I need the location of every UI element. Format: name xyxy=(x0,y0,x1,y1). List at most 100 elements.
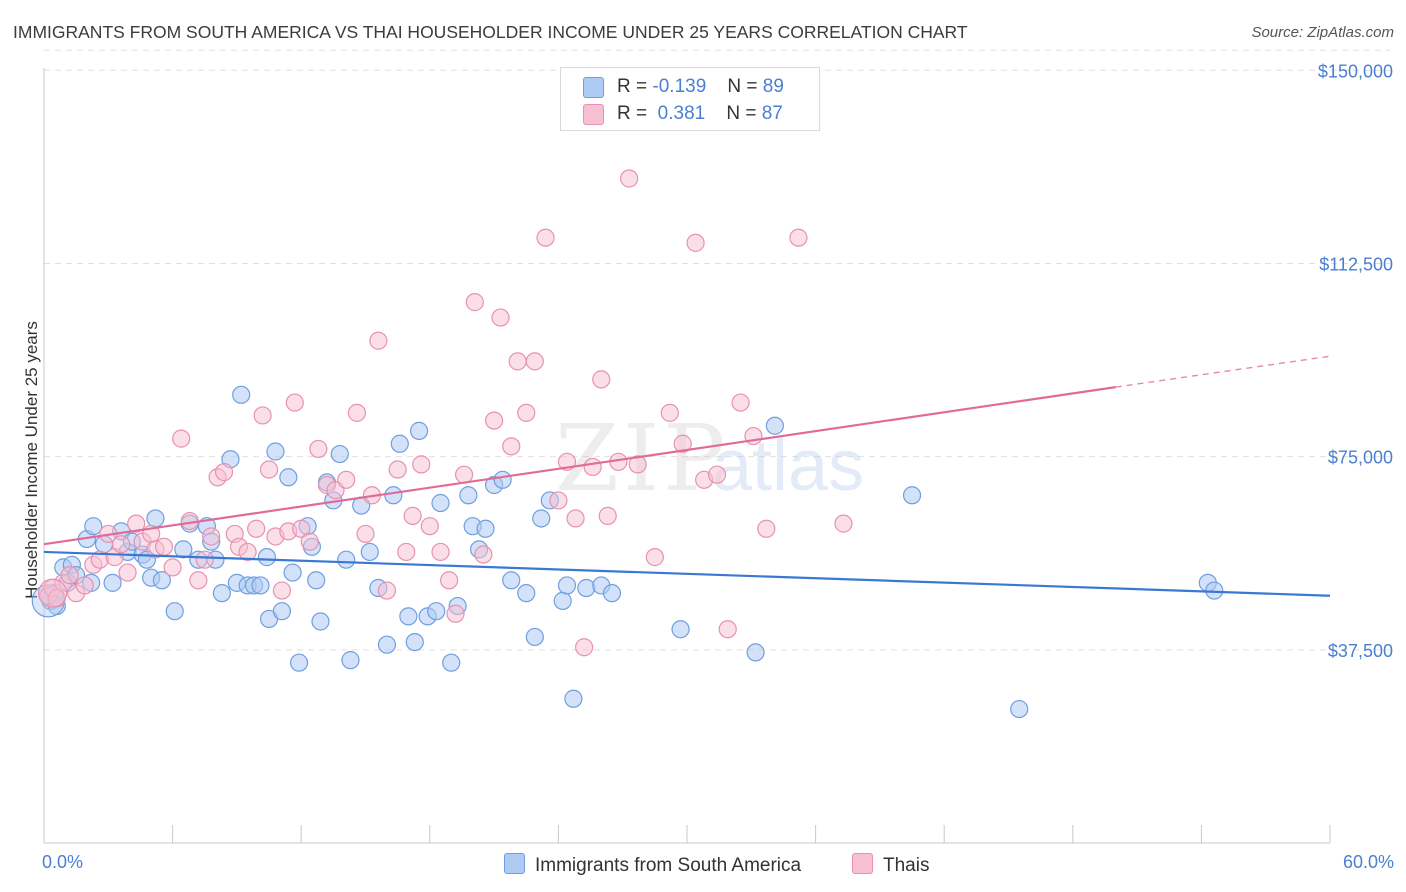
legend-r-label: R = xyxy=(617,76,648,97)
data-point-blue xyxy=(564,689,583,708)
data-point-blue xyxy=(341,651,360,670)
data-point-pink xyxy=(491,308,510,327)
y-tick-label: $75,000 xyxy=(1328,448,1393,468)
data-point-pink xyxy=(285,393,304,412)
legend-swatch-pink xyxy=(583,104,604,125)
data-point-pink xyxy=(163,558,182,577)
data-point-blue xyxy=(360,542,379,562)
data-point-pink xyxy=(259,460,279,479)
data-point-pink xyxy=(369,331,388,350)
data-point-pink xyxy=(502,437,521,456)
data-point-pink xyxy=(300,532,319,551)
data-point-blue xyxy=(557,576,577,595)
data-point-pink xyxy=(420,517,439,536)
data-point-pink-large xyxy=(37,578,68,608)
data-point-blue xyxy=(1010,699,1029,719)
data-point-pink xyxy=(517,403,536,422)
legend-n-value: 87 xyxy=(761,103,783,124)
legend-swatch-blue xyxy=(583,77,604,98)
y-tick-label: $112,500 xyxy=(1319,254,1393,274)
data-point-pink xyxy=(525,352,544,371)
data-point-pink xyxy=(757,519,776,538)
data-point-blue xyxy=(442,653,461,672)
data-point-pink xyxy=(309,439,328,459)
data-point-pink xyxy=(431,542,450,562)
data-point-pink xyxy=(253,406,272,425)
data-point-blue xyxy=(289,653,309,672)
data-point-pink xyxy=(549,491,568,510)
data-point-blue xyxy=(405,632,424,652)
data-point-blue xyxy=(279,468,298,487)
y-tick-label: $150,000 xyxy=(1318,61,1393,81)
data-point-pink xyxy=(195,550,214,569)
data-point-pink xyxy=(508,352,527,371)
data-point-blue xyxy=(84,517,103,536)
data-point-blue xyxy=(330,444,349,464)
data-point-pink xyxy=(118,563,137,582)
data-point-blue xyxy=(532,509,551,528)
data-point-pink xyxy=(686,233,705,252)
data-point-pink xyxy=(718,620,737,639)
legend-n-label: N = xyxy=(726,103,757,124)
axes xyxy=(43,68,1331,844)
data-point-pink xyxy=(347,403,367,422)
data-point-pink xyxy=(566,509,585,528)
series-pink-points xyxy=(37,169,853,657)
legend-r-label: R = xyxy=(617,103,648,124)
bottom-legend-swatch-pink xyxy=(852,853,873,874)
data-point-blue xyxy=(307,571,326,590)
legend-n-label: N = xyxy=(727,76,758,97)
data-point-blue xyxy=(765,416,784,435)
data-point-pink xyxy=(834,514,853,533)
bottom-legend-label-blue: Immigrants from South America xyxy=(535,855,802,876)
chart-title: IMMIGRANTS FROM SOUTH AMERICA VS THAI HO… xyxy=(13,22,968,42)
bottom-legend-swatch-blue xyxy=(504,853,525,874)
data-point-blue xyxy=(103,573,122,592)
data-point-blue xyxy=(577,578,596,598)
data-point-blue xyxy=(251,576,270,595)
data-point-pink xyxy=(620,169,639,188)
data-point-pink xyxy=(127,514,146,533)
data-point-pink xyxy=(439,571,459,590)
data-point-blue xyxy=(390,434,409,453)
data-point-pink xyxy=(356,524,375,544)
data-point-pink xyxy=(673,434,692,453)
data-point-pink xyxy=(292,519,311,538)
data-point-blue xyxy=(902,486,922,505)
data-point-pink xyxy=(75,576,94,595)
data-point-pink xyxy=(536,228,555,247)
data-point-pink xyxy=(575,638,594,657)
data-point-blue xyxy=(602,584,622,603)
x-tick-label-min: 0.0% xyxy=(42,852,84,872)
data-point-pink xyxy=(598,506,617,525)
data-point-pink xyxy=(189,571,208,590)
legend-r-value: -0.139 xyxy=(652,76,707,97)
bottom-legend-label-pink: Thais xyxy=(883,855,930,876)
data-point-pink xyxy=(60,566,79,585)
data-point-blue xyxy=(525,627,544,647)
data-point-blue xyxy=(409,421,429,440)
data-point-blue xyxy=(272,602,292,621)
data-point-pink xyxy=(337,470,356,489)
data-point-blue xyxy=(266,442,285,461)
data-point-blue xyxy=(502,571,521,590)
data-point-pink xyxy=(388,460,407,479)
data-point-pink xyxy=(272,581,292,600)
data-point-pink xyxy=(112,535,131,554)
data-point-pink xyxy=(628,455,647,474)
data-point-blue xyxy=(377,635,397,654)
data-point-pink xyxy=(214,463,234,482)
data-point-pink xyxy=(474,545,493,564)
data-point-blue xyxy=(427,602,446,621)
watermark-atlas: atlas xyxy=(712,426,864,506)
trend-line-pink-extension xyxy=(1115,355,1331,388)
legend-n-value: 89 xyxy=(762,76,784,97)
data-point-pink xyxy=(731,393,750,412)
bottom-legend-blue: Immigrants from South America xyxy=(504,853,801,877)
data-point-pink xyxy=(485,411,504,430)
data-point-pink xyxy=(465,293,484,312)
data-point-blue xyxy=(746,643,765,662)
data-point-pink xyxy=(446,604,465,623)
data-point-pink xyxy=(238,542,257,562)
